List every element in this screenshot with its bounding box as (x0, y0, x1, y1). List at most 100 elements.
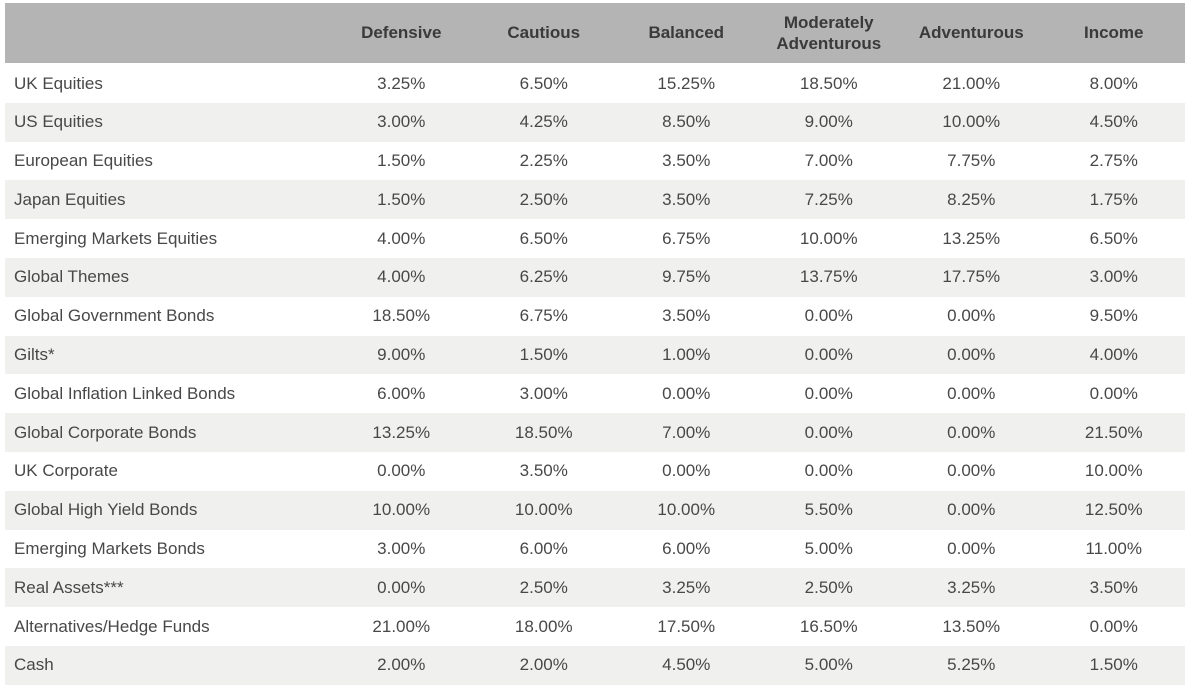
allocation-cell: 6.50% (1089, 228, 1138, 248)
row-label: Global Themes (14, 267, 129, 287)
row-label: UK Corporate (14, 461, 118, 481)
allocation-cell: 12.50% (1084, 500, 1143, 520)
column-header-balanced: Balanced (615, 3, 758, 66)
allocation-cell: 9.00% (377, 344, 426, 364)
row-label: Global Government Bonds (14, 306, 215, 326)
allocation-cell: 4.00% (377, 228, 426, 248)
table-row: Japan Equities 1.50% 2.50% 3.50% 7.25% 8.25% 1… (5, 180, 1185, 220)
table-row: UK Equities 3.25% 6.50% 15.25% 18.50% 21.00% 8… (5, 64, 1185, 103)
allocation-cell: 15.25% (657, 74, 716, 94)
row-label: UK Equities (14, 74, 103, 94)
allocation-cell: 6.75% (662, 228, 711, 248)
allocation-cell: 3.00% (377, 538, 426, 558)
column-header-defensive: Defensive (330, 3, 473, 66)
allocation-cell: 2.25% (519, 150, 568, 170)
allocation-cell: 0.00% (1089, 616, 1138, 636)
row-label: Global Corporate Bonds (14, 422, 197, 442)
allocation-cell: 4.00% (1089, 344, 1138, 364)
allocation-cell: 2.75% (1089, 150, 1138, 170)
allocation-cell: 10.00% (942, 112, 1001, 132)
allocation-cell: 3.50% (662, 306, 711, 326)
allocation-cell: 13.25% (942, 228, 1001, 248)
header-row: Defensive Cautious Balanced Moderately Adve… (5, 3, 1185, 66)
table-row: UK Corporate 0.00% 3.50% 0.00% 0.00% 0.00% 10.… (5, 451, 1185, 491)
row-label: Gilts* (14, 344, 55, 364)
allocation-cell: 3.50% (662, 189, 711, 209)
allocation-cell: 3.50% (519, 461, 568, 481)
allocation-cell: 6.00% (662, 538, 711, 558)
corner-cell (5, 3, 330, 66)
allocation-cell: 3.00% (377, 112, 426, 132)
allocation-cell: 9.75% (662, 267, 711, 287)
allocation-cell: 3.25% (377, 74, 426, 94)
table-row: Global Government Bonds 18.50% 6.75% 3.50% 0… (5, 296, 1185, 336)
allocation-cell: 10.00% (657, 500, 716, 520)
allocation-cell: 0.00% (947, 461, 996, 481)
allocation-cell: 0.00% (804, 461, 853, 481)
allocation-cell: 17.75% (942, 267, 1001, 287)
row-label: Cash (14, 655, 54, 675)
allocation-cell: 4.25% (519, 112, 568, 132)
allocation-cell: 4.00% (377, 267, 426, 287)
row-label: Global Inflation Linked Bonds (14, 383, 236, 403)
allocation-cell: 18.50% (372, 306, 431, 326)
allocation-cell: 18.50% (514, 422, 573, 442)
asset-allocation-table: Defensive Cautious Balanced Moderately Adve… (5, 3, 1185, 685)
allocation-cell: 0.00% (804, 422, 853, 442)
table-row: Global Inflation Linked Bonds 6.00% 3.00% 0… (5, 374, 1185, 414)
allocation-cell: 8.50% (662, 112, 711, 132)
allocation-cell: 4.50% (662, 655, 711, 675)
table-row: Emerging Markets Bonds 3.00% 6.00% 6.00% 5.0… (5, 529, 1185, 569)
row-label: US Equities (14, 112, 103, 132)
table-row: Global Themes 4.00% 6.25% 9.75% 13.75% 17.75%… (5, 257, 1185, 297)
row-label: Real Assets*** (14, 577, 124, 597)
allocation-cell: 6.50% (519, 228, 568, 248)
allocation-cell: 13.75% (799, 267, 858, 287)
column-header-moderately-adventurous: Moderately Adventurous (757, 3, 900, 66)
row-label: European Equities (14, 150, 153, 170)
allocation-cell: 2.50% (519, 577, 568, 597)
allocation-cell: 1.50% (1089, 655, 1138, 675)
row-label: Global High Yield Bonds (14, 500, 198, 520)
allocation-cell: 3.50% (662, 150, 711, 170)
allocation-cell: 18.00% (514, 616, 573, 636)
table-row: US Equities 3.00% 4.25% 8.50% 9.00% 10.00% 4.5… (5, 102, 1185, 142)
row-label: Alternatives/Hedge Funds (14, 616, 210, 636)
allocation-cell: 0.00% (947, 500, 996, 520)
allocation-cell: 0.00% (662, 383, 711, 403)
table-row: Gilts* 9.00% 1.50% 1.00% 0.00% 0.00% 4.00% (5, 335, 1185, 375)
allocation-cell: 2.50% (519, 189, 568, 209)
allocation-cell: 8.00% (1089, 74, 1138, 94)
allocation-cell: 6.25% (519, 267, 568, 287)
allocation-cell: 0.00% (804, 306, 853, 326)
allocation-cell: 10.00% (1084, 461, 1143, 481)
allocation-cell: 3.25% (947, 577, 996, 597)
allocation-cell: 0.00% (804, 344, 853, 364)
column-header-cautious: Cautious (472, 3, 615, 66)
table-row: Real Assets*** 0.00% 2.50% 3.25% 2.50% 3.25% 3… (5, 568, 1185, 608)
allocation-cell: 10.00% (372, 500, 431, 520)
allocation-cell: 0.00% (947, 538, 996, 558)
allocation-cell: 13.50% (942, 616, 1001, 636)
allocation-cell: 21.00% (372, 616, 431, 636)
allocation-cell: 16.50% (799, 616, 858, 636)
allocation-cell: 0.00% (947, 306, 996, 326)
table-row: Global High Yield Bonds 10.00% 10.00% 10.00… (5, 490, 1185, 530)
allocation-cell: 9.00% (804, 112, 853, 132)
allocation-cell: 0.00% (377, 461, 426, 481)
allocation-cell: 3.25% (662, 577, 711, 597)
allocation-cell: 2.00% (519, 655, 568, 675)
allocation-cell: 0.00% (947, 344, 996, 364)
allocation-cell: 0.00% (1089, 383, 1138, 403)
allocation-cell: 5.50% (804, 500, 853, 520)
column-header-income: Income (1042, 3, 1185, 66)
allocation-cell: 7.00% (804, 150, 853, 170)
table-header: Defensive Cautious Balanced Moderately Adve… (5, 3, 1185, 66)
allocation-cell: 0.00% (662, 461, 711, 481)
allocation-cell: 11.00% (1085, 538, 1142, 558)
allocation-cell: 2.00% (377, 655, 426, 675)
allocation-cell: 4.50% (1089, 112, 1138, 132)
allocation-cell: 5.00% (804, 655, 853, 675)
allocation-cell: 0.00% (377, 577, 426, 597)
